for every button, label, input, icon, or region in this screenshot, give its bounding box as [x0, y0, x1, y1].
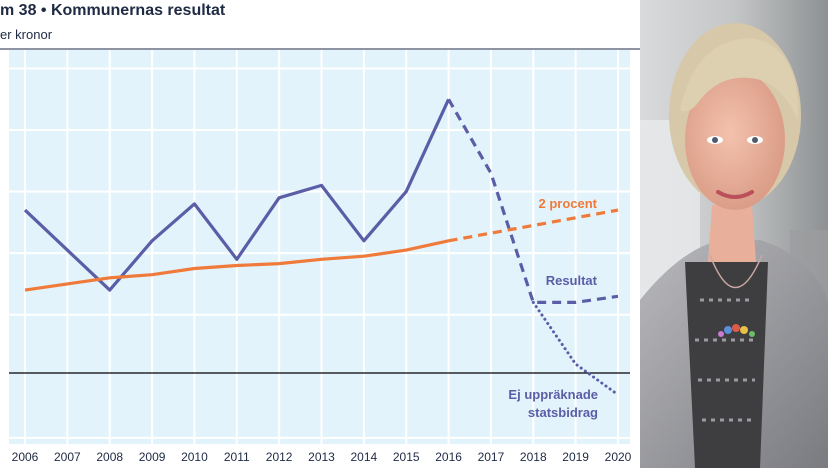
portrait-photo	[640, 0, 828, 468]
x-tick-label: 2011	[224, 450, 250, 464]
series-projection-2-procent	[448, 208, 619, 243]
x-tick-label: 2010	[181, 450, 208, 464]
annotation-resultat: Resultat	[546, 273, 598, 288]
annotation-ej-upprakande: Ej uppräknade	[508, 387, 598, 402]
line-chart: 2 procent Resultat Ej uppräknade statsbi…	[0, 48, 640, 464]
x-tick-label: 2018	[520, 450, 547, 464]
series-layer	[23, 98, 620, 397]
x-tick-label: 2009	[139, 450, 166, 464]
x-tick-label: 2012	[266, 450, 293, 464]
x-tick-label: 2016	[435, 450, 462, 464]
x-tick-label: 2019	[562, 450, 589, 464]
x-tick-label: 2013	[308, 450, 335, 464]
series-projection-ej-uppr-knade-statsbidrag	[531, 300, 620, 397]
x-tick-label: 2014	[351, 450, 378, 464]
x-tick-label: 2006	[12, 450, 39, 464]
chart-title: m 38 • Kommunernas resultat	[0, 2, 226, 19]
x-tick-label: 2020	[605, 450, 632, 464]
x-tick-label: 2015	[393, 450, 420, 464]
series-line-2-procent	[24, 239, 449, 292]
x-tick-labels: 2006 2007 2008 2009 2010 2011 2012 2013 2014 2015…	[12, 450, 632, 464]
x-tick-label: 2017	[478, 450, 505, 464]
annotation-layer: 2 procent Resultat Ej uppräknade statsbi…	[508, 196, 598, 420]
x-tick-label: 2007	[54, 450, 81, 464]
grid-layer	[9, 50, 630, 444]
plot-background	[9, 50, 630, 444]
series-projection-resultat	[447, 98, 619, 304]
chart-subtitle: er kronor	[0, 27, 53, 42]
x-tick-label: 2008	[96, 450, 123, 464]
annotation-statsbidrag: statsbidrag	[528, 405, 598, 420]
annotation-2-procent: 2 procent	[538, 196, 597, 211]
series-line-resultat	[23, 98, 451, 292]
